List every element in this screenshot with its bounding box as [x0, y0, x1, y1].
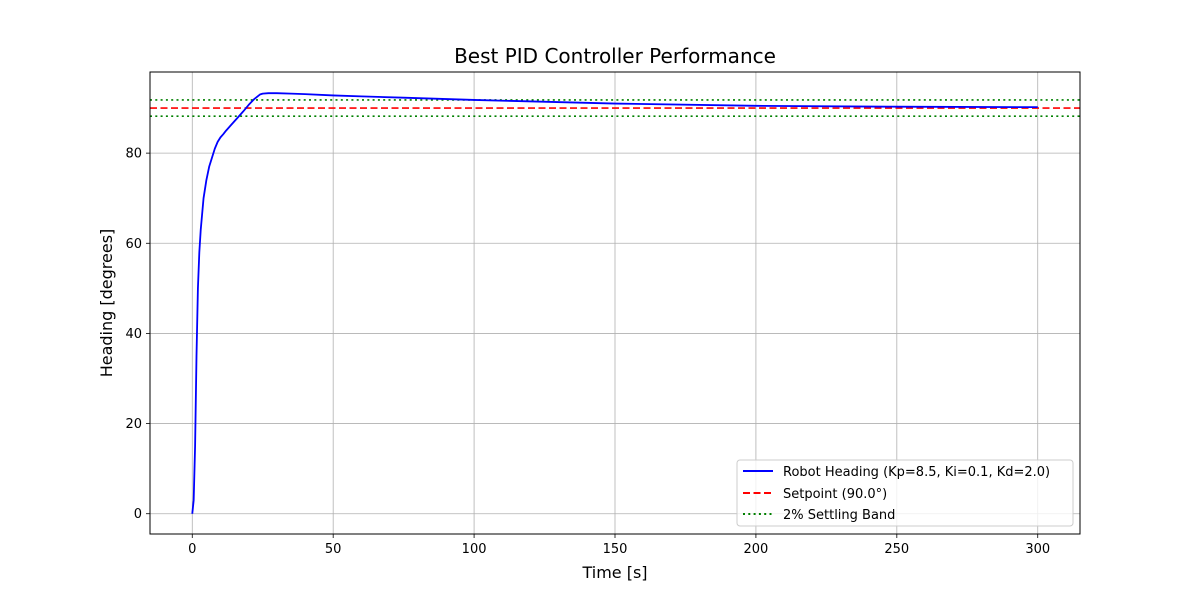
- plot-area: [150, 92, 1080, 514]
- y-axis-ticks: 0 20 40 60 80: [125, 147, 150, 522]
- y-tick-label: 0: [134, 507, 142, 522]
- x-tick-label: 200: [743, 542, 768, 557]
- x-tick-label: 100: [462, 542, 487, 557]
- x-tick-label: 250: [884, 542, 909, 557]
- legend-label-setpoint: Setpoint (90.0°): [783, 487, 887, 502]
- y-tick-label: 20: [125, 417, 142, 432]
- y-tick-label: 40: [125, 327, 142, 342]
- x-tick-label: 0: [188, 542, 196, 557]
- y-axis-label: Heading [degrees]: [97, 229, 116, 378]
- y-tick-label: 80: [125, 147, 142, 162]
- y-tick-label: 60: [125, 237, 142, 252]
- grid: [150, 72, 1080, 534]
- legend-box: [736, 459, 1074, 527]
- x-tick-label: 50: [325, 542, 342, 557]
- legend-label-settling-band: 2% Settling Band: [783, 508, 895, 523]
- x-axis-label: Time [s]: [581, 563, 647, 582]
- chart-title: Best PID Controller Performance: [454, 44, 776, 68]
- legend: Robot Heading (Kp=8.5, Ki=0.1, Kd=2.0) S…: [736, 459, 1074, 527]
- x-tick-label: 300: [1025, 542, 1050, 557]
- x-tick-label: 150: [603, 542, 628, 557]
- legend-label-heading: Robot Heading (Kp=8.5, Ki=0.1, Kd=2.0): [783, 465, 1050, 480]
- x-axis-ticks: 0 50 100 150 200 250 300: [188, 534, 1050, 557]
- heading-line: [191, 92, 1038, 514]
